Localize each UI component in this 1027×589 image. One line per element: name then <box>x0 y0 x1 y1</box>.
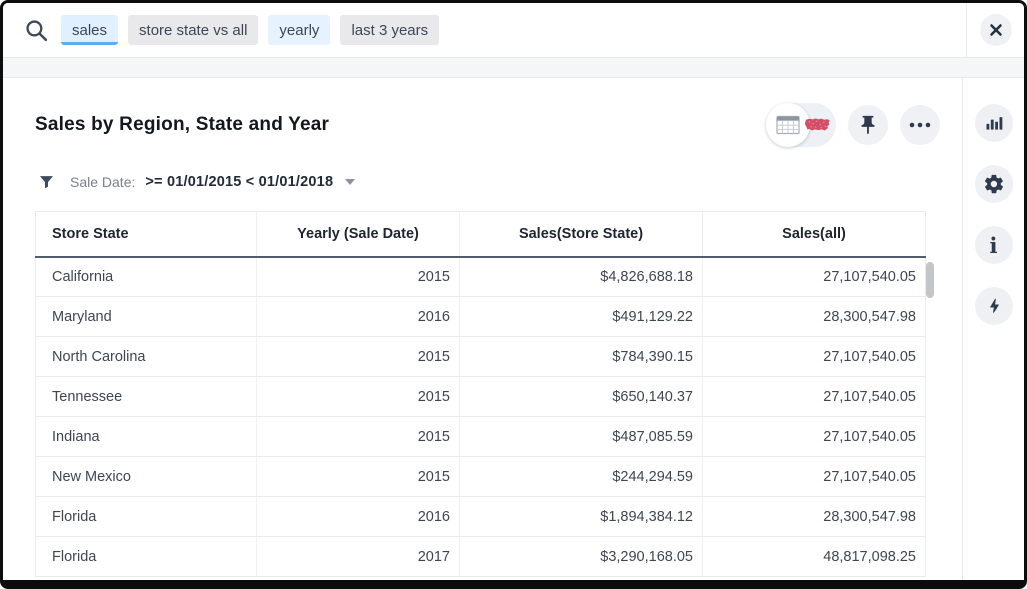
chart-icon <box>984 113 1004 133</box>
table-cell: Maryland <box>35 296 257 337</box>
more-icon <box>909 122 931 128</box>
results-table: Store State Yearly (Sale Date) Sales(Store… <box>35 211 934 577</box>
table-row[interactable]: Indiana 2015 $487,085.59 27,107,540.05 <box>35 416 926 457</box>
table-header-row: Store State Yearly (Sale Date) Sales(Store… <box>35 211 926 258</box>
search-token-yearly[interactable]: yearly <box>268 15 331 45</box>
pin-button[interactable] <box>848 105 888 145</box>
table-body: California 2015 $4,826,688.18 27,107,540.05… <box>35 256 926 577</box>
table-cell: Indiana <box>35 416 257 457</box>
map-view-icon <box>804 116 831 134</box>
table-view-button[interactable] <box>766 103 810 147</box>
table-cell: New Mexico <box>35 456 257 497</box>
table-cell: 27,107,540.05 <box>702 376 926 417</box>
table-cell: $4,826,688.18 <box>459 256 703 297</box>
table-cell: North Carolina <box>35 336 257 377</box>
content-area: Sales by Region, State and Year <box>3 78 1024 580</box>
search-token-store-state-vs-all[interactable]: store state vs all <box>128 15 259 45</box>
table-cell: $491,129.22 <box>459 296 703 337</box>
table-row[interactable]: Maryland 2016 $491,129.22 28,300,547.98 <box>35 296 926 337</box>
table-cell: 28,300,547.98 <box>702 296 926 337</box>
view-toggle <box>766 103 836 147</box>
chart-options-button[interactable] <box>974 104 1013 142</box>
map-view-button[interactable] <box>804 103 830 147</box>
filter-row[interactable]: Sale Date: >= 01/01/2015 < 01/01/2018 <box>39 169 962 195</box>
more-options-button[interactable] <box>900 105 940 145</box>
column-header-sales-store-state[interactable]: Sales(Store State) <box>459 211 703 258</box>
info-button[interactable]: i <box>974 226 1013 264</box>
info-icon: i <box>989 232 998 258</box>
table-cell: Tennessee <box>35 376 257 417</box>
table-cell: $784,390.15 <box>459 336 703 377</box>
right-sidebar: i <box>962 78 1024 580</box>
table-cell: California <box>35 256 257 297</box>
table-cell: Florida <box>35 496 257 537</box>
table-row[interactable]: New Mexico 2015 $244,294.59 27,107,540.05 <box>35 456 926 497</box>
table-cell: 28,300,547.98 <box>702 496 926 537</box>
close-button[interactable] <box>979 14 1012 46</box>
table-cell: 2015 <box>256 376 460 417</box>
table-cell: 27,107,540.05 <box>702 256 926 297</box>
search-bar: sales store state vs all yearly last 3 y… <box>3 3 1024 57</box>
column-header-sales-all[interactable]: Sales(all) <box>702 211 926 258</box>
table-row[interactable]: Florida 2017 $3,290,168.05 48,817,098.25 <box>35 536 926 577</box>
table-cell: 2015 <box>256 416 460 457</box>
settings-icon <box>983 173 1005 195</box>
table-cell: $650,140.37 <box>459 376 703 417</box>
column-header-yearly-sale-date[interactable]: Yearly (Sale Date) <box>256 211 460 258</box>
table-cell: $244,294.59 <box>459 456 703 497</box>
table-scrollbar[interactable] <box>926 262 934 570</box>
table-cell: 2016 <box>256 296 460 337</box>
page-title: Sales by Region, State and Year <box>35 114 330 135</box>
header-divider-strip <box>3 57 1024 78</box>
answer-panel: Sales by Region, State and Year <box>3 78 962 580</box>
search-token-last-3-years[interactable]: last 3 years <box>340 15 440 45</box>
table-row[interactable]: Florida 2016 $1,894,384.12 28,300,547.98 <box>35 496 926 537</box>
table-cell: 2015 <box>256 256 460 297</box>
table-row[interactable]: Tennessee 2015 $650,140.37 27,107,540.05 <box>35 376 926 417</box>
table-cell: 27,107,540.05 <box>702 416 926 457</box>
table-cell: 2015 <box>256 456 460 497</box>
table-cell: 2015 <box>256 336 460 377</box>
filter-icon <box>39 175 54 190</box>
table-cell: 2016 <box>256 496 460 537</box>
table-row[interactable]: North Carolina 2015 $784,390.15 27,107,540.… <box>35 336 926 377</box>
search-token-sales[interactable]: sales <box>61 15 119 45</box>
table-cell: 48,817,098.25 <box>702 536 926 577</box>
actions-button[interactable] <box>974 287 1013 325</box>
caret-down-icon[interactable] <box>345 179 356 185</box>
table-view-icon <box>776 115 800 135</box>
table-row[interactable]: California 2015 $4,826,688.18 27,107,540.05 <box>35 256 926 297</box>
search-icon <box>24 18 49 43</box>
table-cell: 27,107,540.05 <box>702 336 926 377</box>
close-icon <box>989 23 1003 37</box>
actions-icon <box>985 295 1003 317</box>
settings-button[interactable] <box>974 165 1013 203</box>
table-cell: $3,290,168.05 <box>459 536 703 577</box>
table-cell: $1,894,384.12 <box>459 496 703 537</box>
search-tokens: sales store state vs all yearly last 3 y… <box>61 15 440 45</box>
search-close-area <box>966 3 1024 57</box>
table-cell: Florida <box>35 536 257 577</box>
table-scrollbar-thumb[interactable] <box>926 262 934 298</box>
answer-toolbar <box>766 103 940 147</box>
column-header-store-state[interactable]: Store State <box>35 211 257 258</box>
answer-header: Sales by Region, State and Year <box>35 103 940 147</box>
filter-value: >= 01/01/2015 < 01/01/2018 <box>145 174 334 190</box>
table-cell: $487,085.59 <box>459 416 703 457</box>
pin-icon <box>857 114 879 136</box>
filter-label: Sale Date: <box>70 174 136 190</box>
table-cell: 2017 <box>256 536 460 577</box>
table-cell: 27,107,540.05 <box>702 456 926 497</box>
